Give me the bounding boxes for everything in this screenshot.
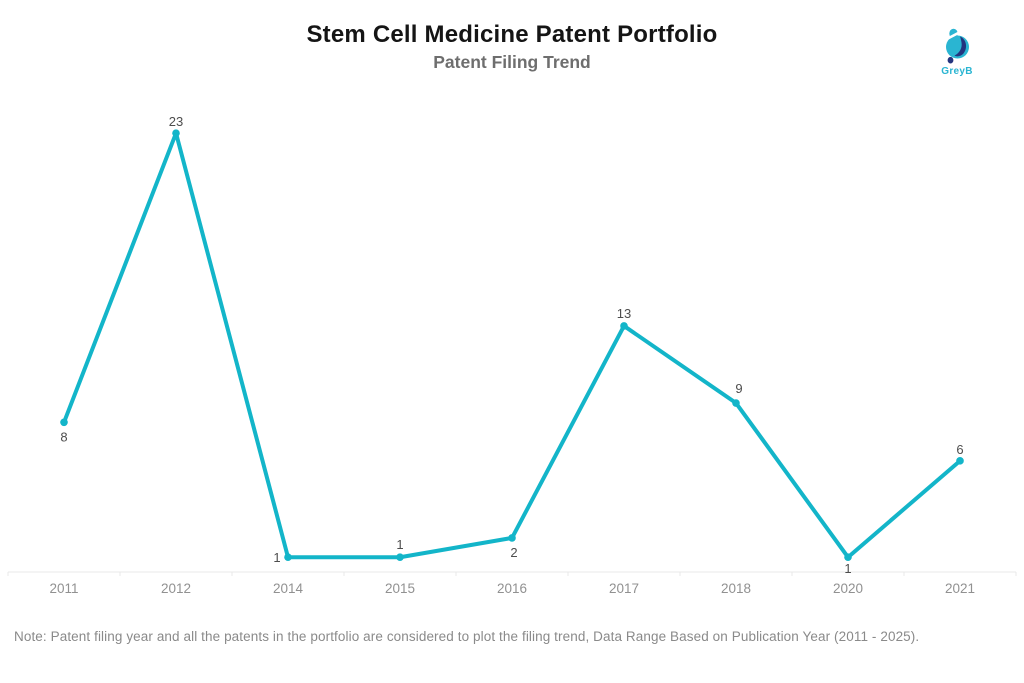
data-point <box>956 457 964 465</box>
x-axis-label: 2011 <box>49 581 78 596</box>
data-point <box>284 553 292 562</box>
data-point-label: 1 <box>396 537 403 552</box>
data-point-label: 2 <box>510 545 517 560</box>
data-point <box>844 553 852 562</box>
x-axis-label: 2014 <box>273 581 304 596</box>
chart-header: Stem Cell Medicine Patent Portfolio Pate… <box>0 21 1024 72</box>
data-point <box>172 129 180 137</box>
data-point <box>732 399 740 407</box>
greyb-logo: GreyB <box>933 27 981 77</box>
data-point-label: 8 <box>60 429 67 444</box>
footnote: Note: Patent filing year and all the pat… <box>14 629 920 644</box>
data-point <box>508 534 516 542</box>
data-point <box>396 553 404 562</box>
x-axis-label: 2016 <box>497 581 527 596</box>
x-axis-label: 2021 <box>945 581 975 596</box>
x-axis-label: 2020 <box>833 581 863 596</box>
greyb-logo-text: GreyB <box>941 66 973 77</box>
data-point-label: 1 <box>844 561 851 576</box>
data-point-label: 6 <box>956 442 963 457</box>
data-point-label: 13 <box>617 306 631 321</box>
data-point-label: 1 <box>273 550 280 565</box>
chart-subtitle: Patent Filing Trend <box>433 51 591 72</box>
greyb-logo-icon <box>943 28 969 64</box>
x-axis-label: 2012 <box>161 581 191 596</box>
data-point <box>60 418 68 427</box>
trend-line <box>62 131 962 560</box>
x-axis-label: 2017 <box>609 581 639 596</box>
chart-title: Stem Cell Medicine Patent Portfolio <box>306 21 718 48</box>
x-axis-label: 2015 <box>385 581 415 596</box>
data-point-label: 23 <box>169 114 183 129</box>
data-point-label: 9 <box>735 381 742 396</box>
data-point <box>620 322 628 330</box>
x-axis-label: 2018 <box>721 581 751 596</box>
